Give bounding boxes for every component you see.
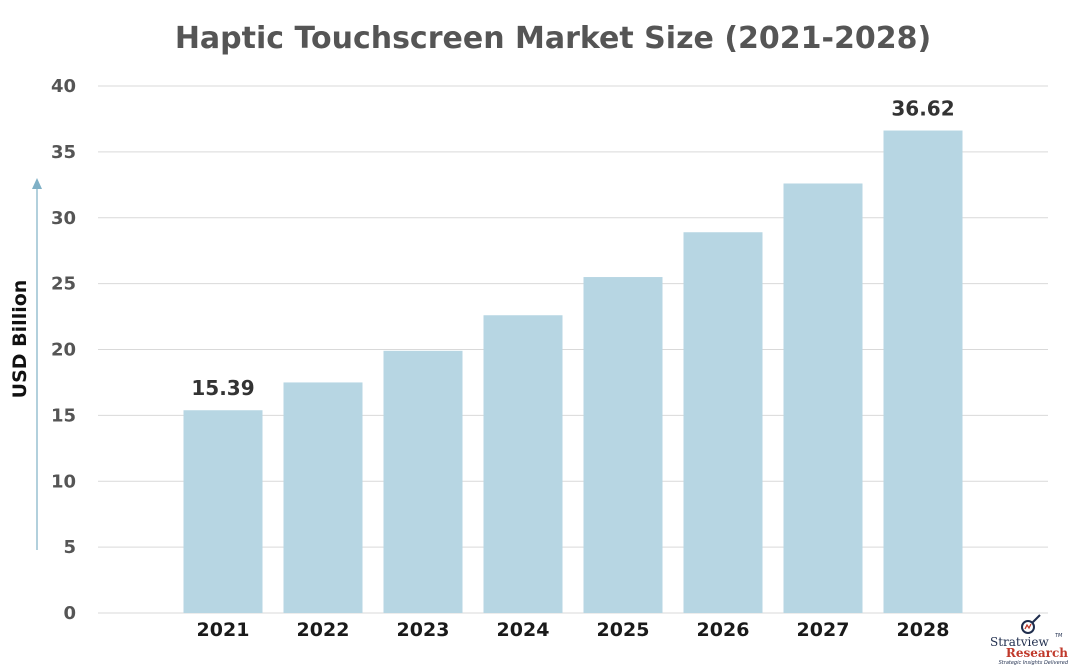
stratview-logo: Stratview TM Research Strategic Insights…	[990, 614, 1069, 666]
logo-name: Stratview	[990, 635, 1049, 649]
y-tick-label: 15	[51, 405, 76, 426]
y-axis-ticks: 0 5 10 15 20 25 30 35 40	[51, 76, 76, 624]
x-tick-label: 2024	[497, 619, 550, 641]
bar	[183, 410, 263, 613]
bar	[883, 130, 963, 613]
data-label: 15.39	[191, 376, 254, 400]
magnifier-chart-icon	[1021, 614, 1041, 634]
y-tick-label: 5	[63, 537, 76, 558]
x-tick-label: 2021	[197, 619, 250, 641]
data-labels: 15.39 36.62	[191, 97, 954, 401]
x-tick-label: 2027	[797, 619, 850, 641]
y-tick-label: 40	[51, 76, 76, 97]
y-axis-arrow-head	[32, 178, 42, 189]
y-tick-label: 30	[51, 208, 76, 229]
y-tick-label: 25	[51, 274, 76, 295]
logo-tm: TM	[1055, 633, 1063, 639]
chart-title: Haptic Touchscreen Market Size (2021-202…	[175, 21, 931, 56]
bar	[783, 183, 863, 613]
x-tick-label: 2026	[697, 619, 750, 641]
bar	[683, 232, 763, 613]
x-axis-ticks: 2021 2022 2023 2024 2025 2026 2027 2028	[197, 619, 950, 641]
x-tick-label: 2025	[597, 619, 650, 641]
bars	[183, 130, 963, 613]
y-axis-label: USD Billion	[9, 280, 31, 399]
x-tick-label: 2023	[397, 619, 450, 641]
data-label: 36.62	[891, 97, 954, 121]
bar	[583, 277, 663, 613]
bar	[383, 350, 463, 613]
bar	[483, 315, 563, 613]
y-tick-label: 0	[63, 603, 76, 624]
x-tick-label: 2022	[297, 619, 350, 641]
logo-sub: Research	[1006, 646, 1068, 660]
y-tick-label: 10	[51, 471, 76, 492]
y-tick-label: 35	[51, 142, 76, 163]
x-tick-label: 2028	[897, 619, 950, 641]
logo-tagline: Strategic Insights Delivered	[999, 660, 1069, 666]
y-axis-arrow	[32, 178, 42, 550]
y-tick-label: 20	[51, 340, 76, 361]
bar	[283, 382, 363, 613]
